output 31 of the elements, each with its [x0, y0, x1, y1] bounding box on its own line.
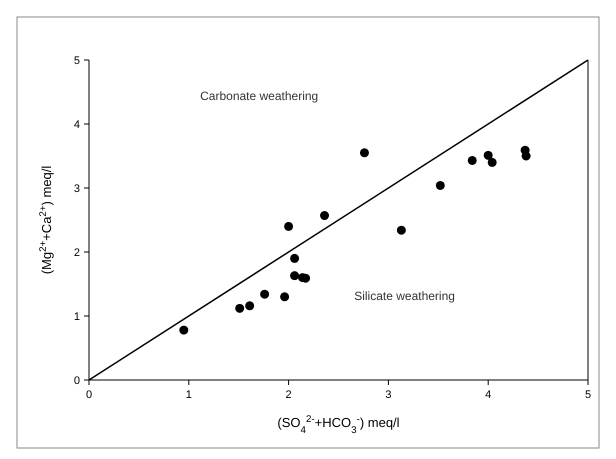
x-tick-label: 5 — [584, 389, 592, 401]
y-tick-label: 1 — [74, 311, 80, 323]
x-tick-label: 0 — [86, 389, 92, 401]
point — [179, 326, 188, 335]
point — [396, 226, 406, 235]
point — [235, 304, 244, 313]
point — [468, 156, 477, 165]
x-tick-label: 1 — [186, 389, 192, 401]
annotation: Silicate weathering — [354, 289, 455, 303]
point — [245, 301, 254, 310]
point — [290, 271, 300, 280]
y-tick-label: 3 — [74, 183, 80, 195]
point — [488, 158, 497, 167]
y-tick-label: 5 — [74, 55, 80, 67]
x-tick-label: 3 — [385, 389, 392, 401]
y-tick-label: 4 — [74, 119, 80, 131]
point — [284, 222, 294, 231]
point — [436, 180, 445, 190]
point — [290, 254, 300, 263]
point — [320, 211, 330, 220]
point — [484, 150, 493, 160]
point — [522, 152, 531, 160]
point — [360, 148, 369, 158]
point — [260, 290, 270, 299]
annotation: Carbonate weathering — [200, 89, 318, 103]
x-axis-title: (SO$_{4}$$^{2-}$+HCO$_{3}$$^{-}$) meq/l — [277, 414, 400, 436]
point — [280, 292, 290, 302]
x-tick-label: 4 — [485, 389, 492, 401]
x-tick-label: 2 — [286, 389, 292, 401]
y-tick-label: 0 — [74, 375, 80, 387]
y-tick-label: 2 — [74, 247, 80, 259]
